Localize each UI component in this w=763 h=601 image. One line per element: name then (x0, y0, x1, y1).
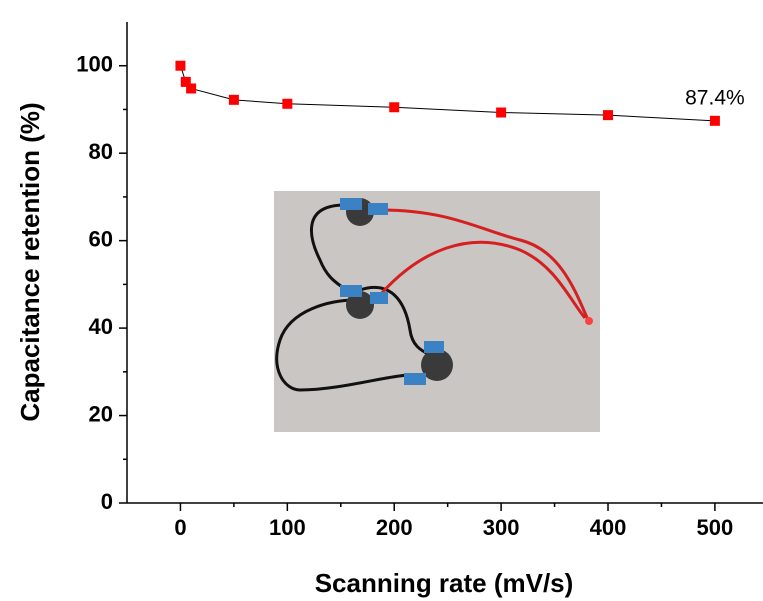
y-tick-label: 20 (89, 401, 113, 426)
marker (282, 98, 293, 109)
y-tick-label: 0 (101, 489, 113, 514)
annotation: 87.4% (685, 86, 745, 109)
y-axis-title: Capacitance retention (%) (15, 102, 45, 421)
x-tick-label: 400 (590, 515, 627, 540)
x-tick-label: 200 (376, 515, 413, 540)
data-line (179, 65, 715, 122)
marker (175, 60, 186, 71)
marker (709, 115, 720, 126)
x-axis-title: Scanning rate (mV/s) (315, 568, 574, 598)
y-tick-label: 40 (89, 314, 113, 339)
x-tick-label: 100 (269, 515, 306, 540)
y-tick-label: 100 (76, 52, 113, 77)
marker (603, 110, 614, 121)
y-tick-label: 60 (89, 226, 113, 251)
marker (389, 102, 400, 113)
y-tick-label: 80 (89, 139, 113, 164)
x-tick-label: 300 (483, 515, 520, 540)
marker (228, 94, 239, 105)
marker (186, 83, 197, 94)
marker (180, 76, 191, 87)
inset-photo (274, 191, 600, 432)
x-tick-label: 0 (174, 515, 186, 540)
x-tick-label: 500 (697, 515, 734, 540)
marker (496, 107, 507, 118)
